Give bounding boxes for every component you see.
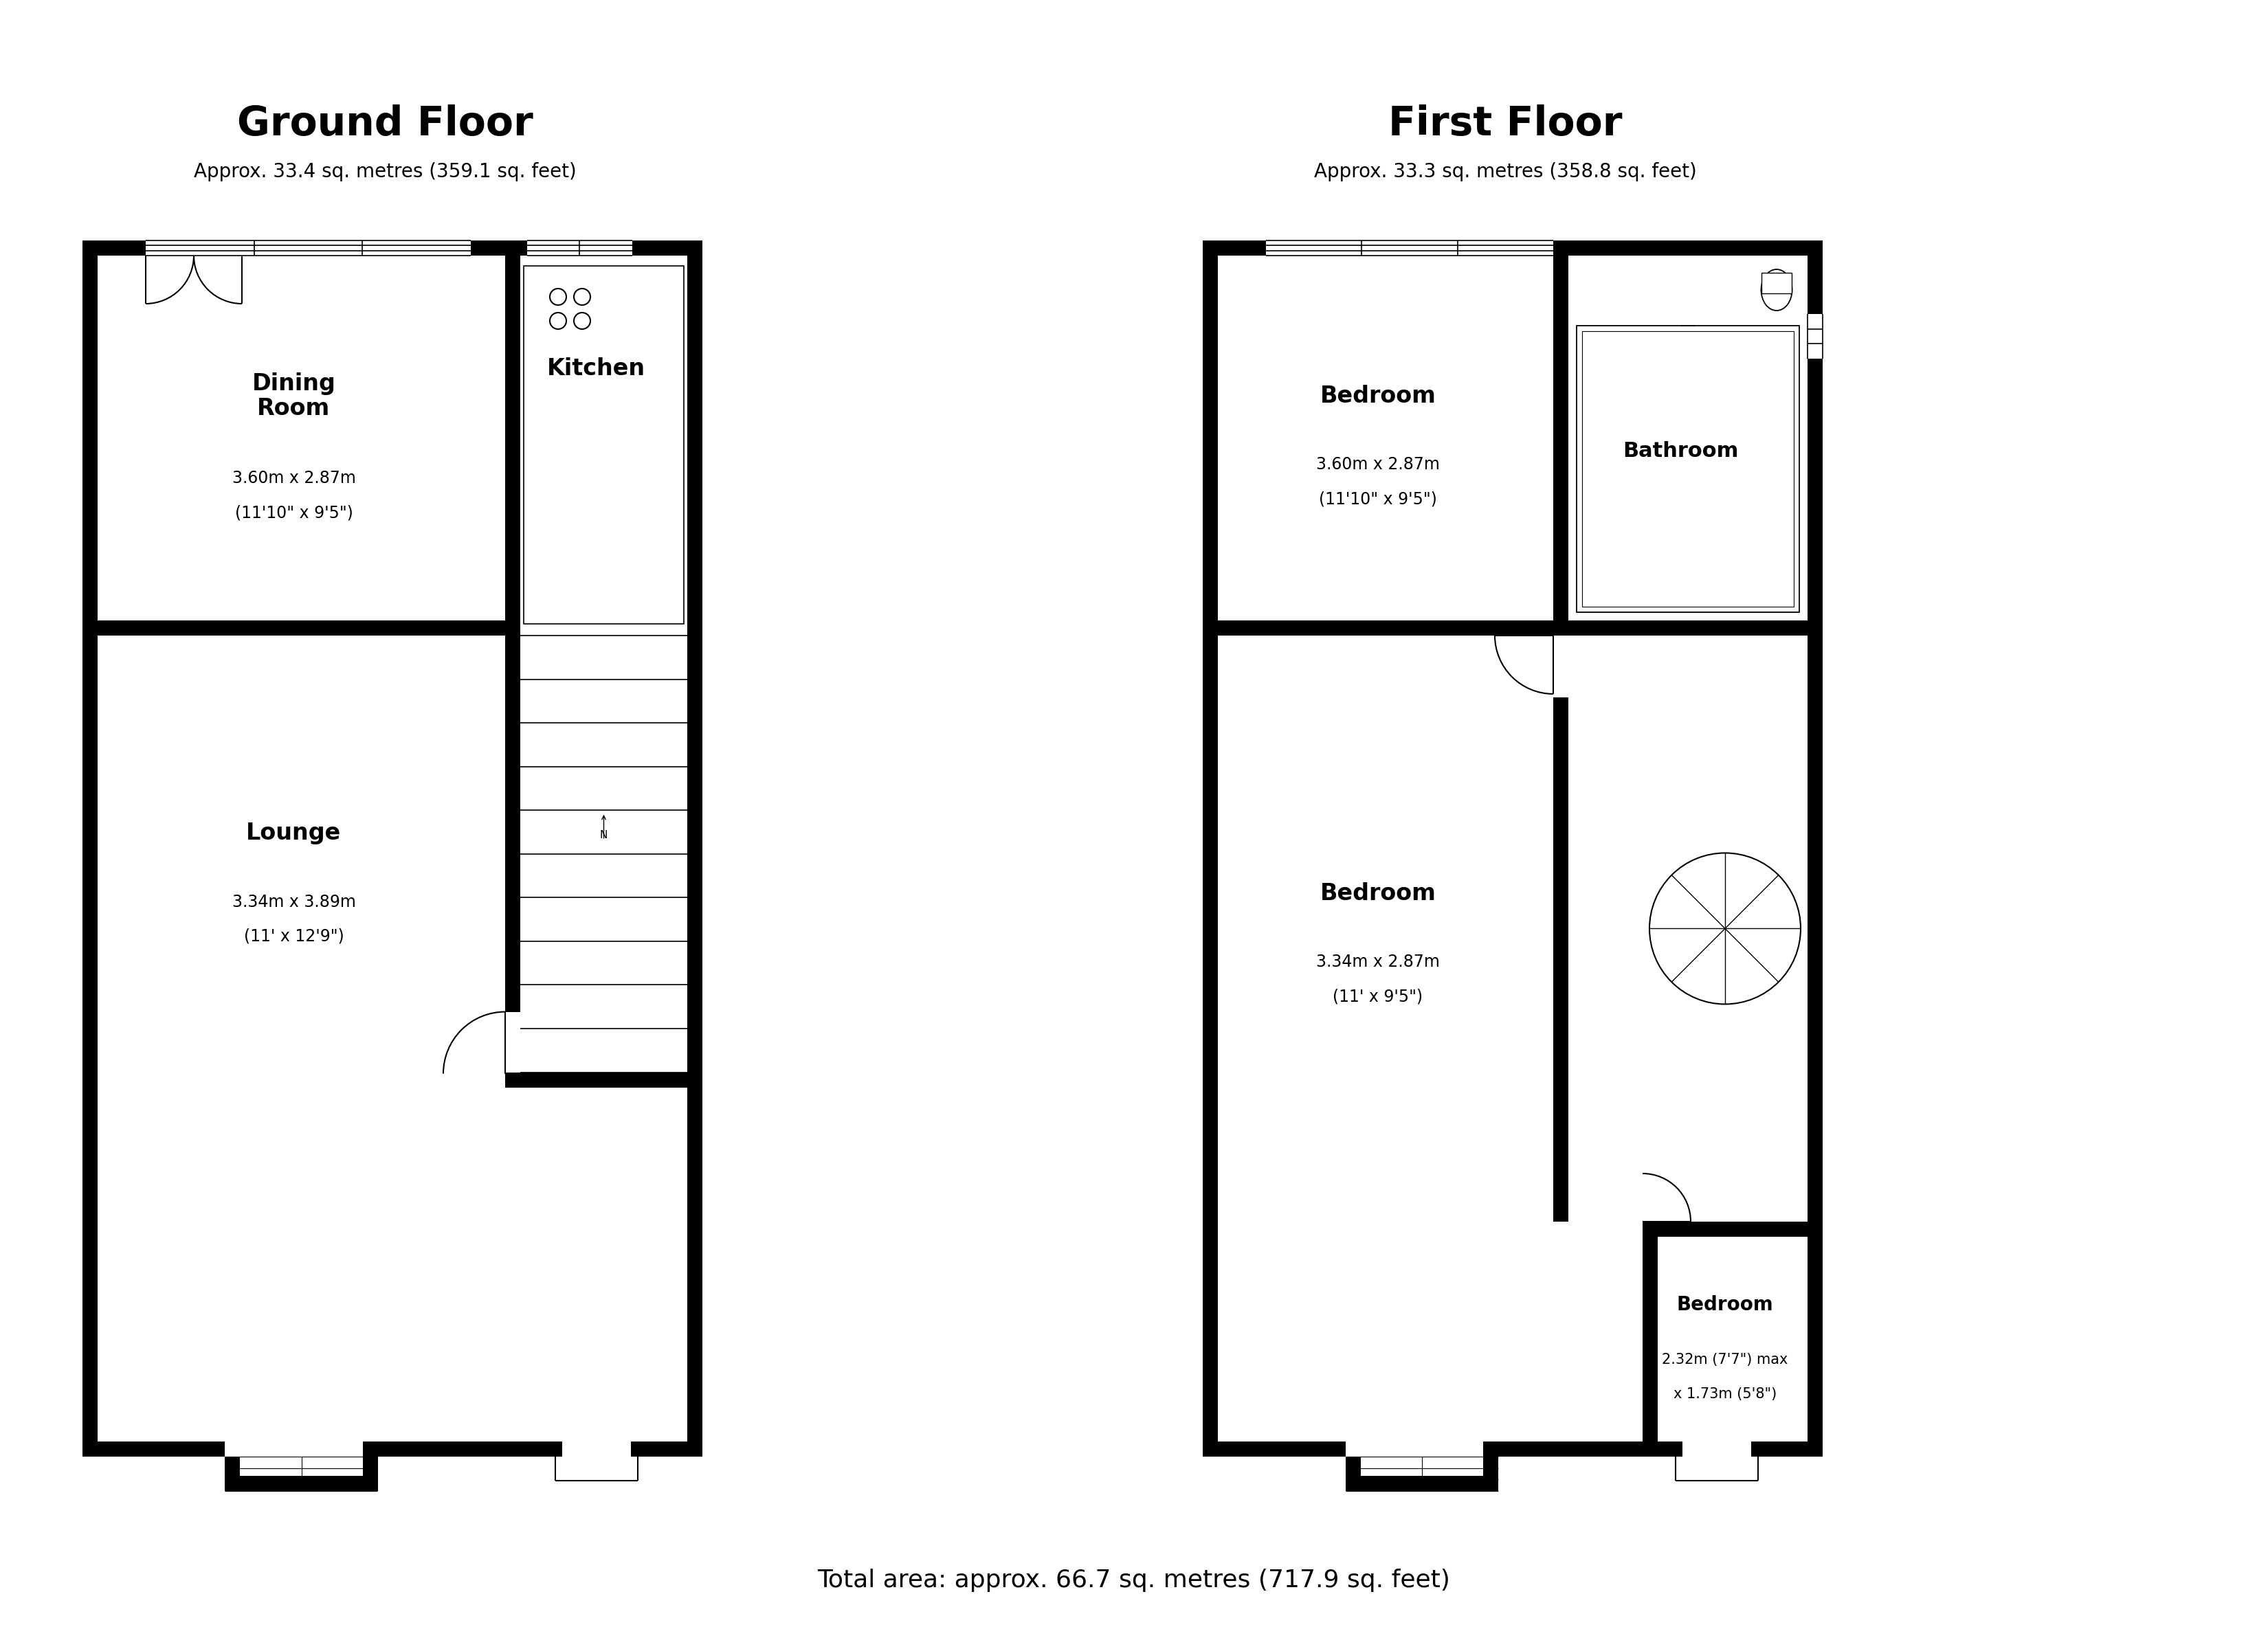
Text: (11' x 9'5"): (11' x 9'5") xyxy=(1334,988,1422,1004)
Bar xyxy=(1642,1237,1658,1456)
Bar xyxy=(1576,327,1799,612)
Text: 3.34m x 3.89m: 3.34m x 3.89m xyxy=(231,894,356,910)
Bar xyxy=(1345,1476,1497,1491)
Text: x 1.73m (5'8"): x 1.73m (5'8") xyxy=(1674,1387,1776,1402)
Bar xyxy=(1808,313,1830,358)
Text: (11'10" x 9'5"): (11'10" x 9'5") xyxy=(236,505,354,521)
Bar xyxy=(1218,241,1266,256)
Bar xyxy=(193,241,243,303)
Bar xyxy=(1345,1456,1361,1491)
Bar xyxy=(1808,241,1823,1456)
Bar xyxy=(1495,635,1554,694)
Bar xyxy=(1554,241,1808,256)
Text: 3.60m x 2.87m: 3.60m x 2.87m xyxy=(231,470,356,486)
Bar xyxy=(225,1456,240,1491)
Bar xyxy=(472,241,526,256)
Bar xyxy=(506,241,519,256)
Text: 3.34m x 2.87m: 3.34m x 2.87m xyxy=(1315,955,1440,971)
Bar xyxy=(1483,1456,1497,1491)
Text: Bedroom: Bedroom xyxy=(1676,1294,1774,1314)
Text: Ground Floor: Ground Floor xyxy=(236,104,533,143)
Text: Bedroom: Bedroom xyxy=(1320,882,1436,905)
Bar xyxy=(225,1476,379,1491)
Bar xyxy=(1642,1222,1808,1237)
Bar xyxy=(1569,620,1808,635)
Bar xyxy=(363,1441,562,1456)
Text: Approx. 33.4 sq. metres (359.1 sq. feet): Approx. 33.4 sq. metres (359.1 sq. feet) xyxy=(193,162,576,181)
Text: 2.32m (7'7") max: 2.32m (7'7") max xyxy=(1662,1352,1787,1367)
Bar xyxy=(98,241,145,256)
Bar xyxy=(1218,620,1554,635)
Text: Total area: approx. 66.7 sq. metres (717.9 sq. feet): Total area: approx. 66.7 sq. metres (717… xyxy=(816,1568,1452,1591)
Bar xyxy=(442,1012,506,1073)
Text: Dining
Room: Dining Room xyxy=(252,373,336,419)
Bar xyxy=(98,1441,225,1456)
Bar xyxy=(1202,241,1218,1456)
Bar xyxy=(506,635,519,1012)
Text: Bedroom: Bedroom xyxy=(1320,384,1436,407)
Bar xyxy=(524,265,685,623)
Bar xyxy=(1751,1441,1808,1456)
Bar xyxy=(1762,272,1792,294)
Text: Lounge: Lounge xyxy=(247,821,340,844)
Bar xyxy=(82,241,98,1456)
Bar xyxy=(1583,331,1794,607)
Text: First Floor: First Floor xyxy=(1388,104,1622,143)
Text: Kitchen: Kitchen xyxy=(547,358,646,379)
Text: Bathroom: Bathroom xyxy=(1622,440,1737,462)
Bar xyxy=(506,1072,703,1087)
Bar xyxy=(145,241,193,303)
Bar xyxy=(506,1073,519,1087)
Bar xyxy=(98,620,506,635)
Bar xyxy=(1218,1441,1345,1456)
Bar xyxy=(687,241,703,1456)
Bar xyxy=(363,1456,379,1491)
Text: N: N xyxy=(599,829,608,839)
Ellipse shape xyxy=(1762,269,1792,310)
Bar xyxy=(1554,241,1569,635)
Bar xyxy=(1554,698,1569,1222)
Bar xyxy=(633,241,687,256)
Text: 3.60m x 2.87m: 3.60m x 2.87m xyxy=(1315,457,1440,473)
Bar xyxy=(1483,1441,1683,1456)
Text: (11' x 12'9"): (11' x 12'9") xyxy=(243,928,345,945)
Bar xyxy=(506,241,519,635)
Text: Approx. 33.3 sq. metres (358.8 sq. feet): Approx. 33.3 sq. metres (358.8 sq. feet) xyxy=(1313,162,1696,181)
Bar xyxy=(631,1441,687,1456)
Text: (11'10" x 9'5"): (11'10" x 9'5") xyxy=(1320,491,1438,508)
